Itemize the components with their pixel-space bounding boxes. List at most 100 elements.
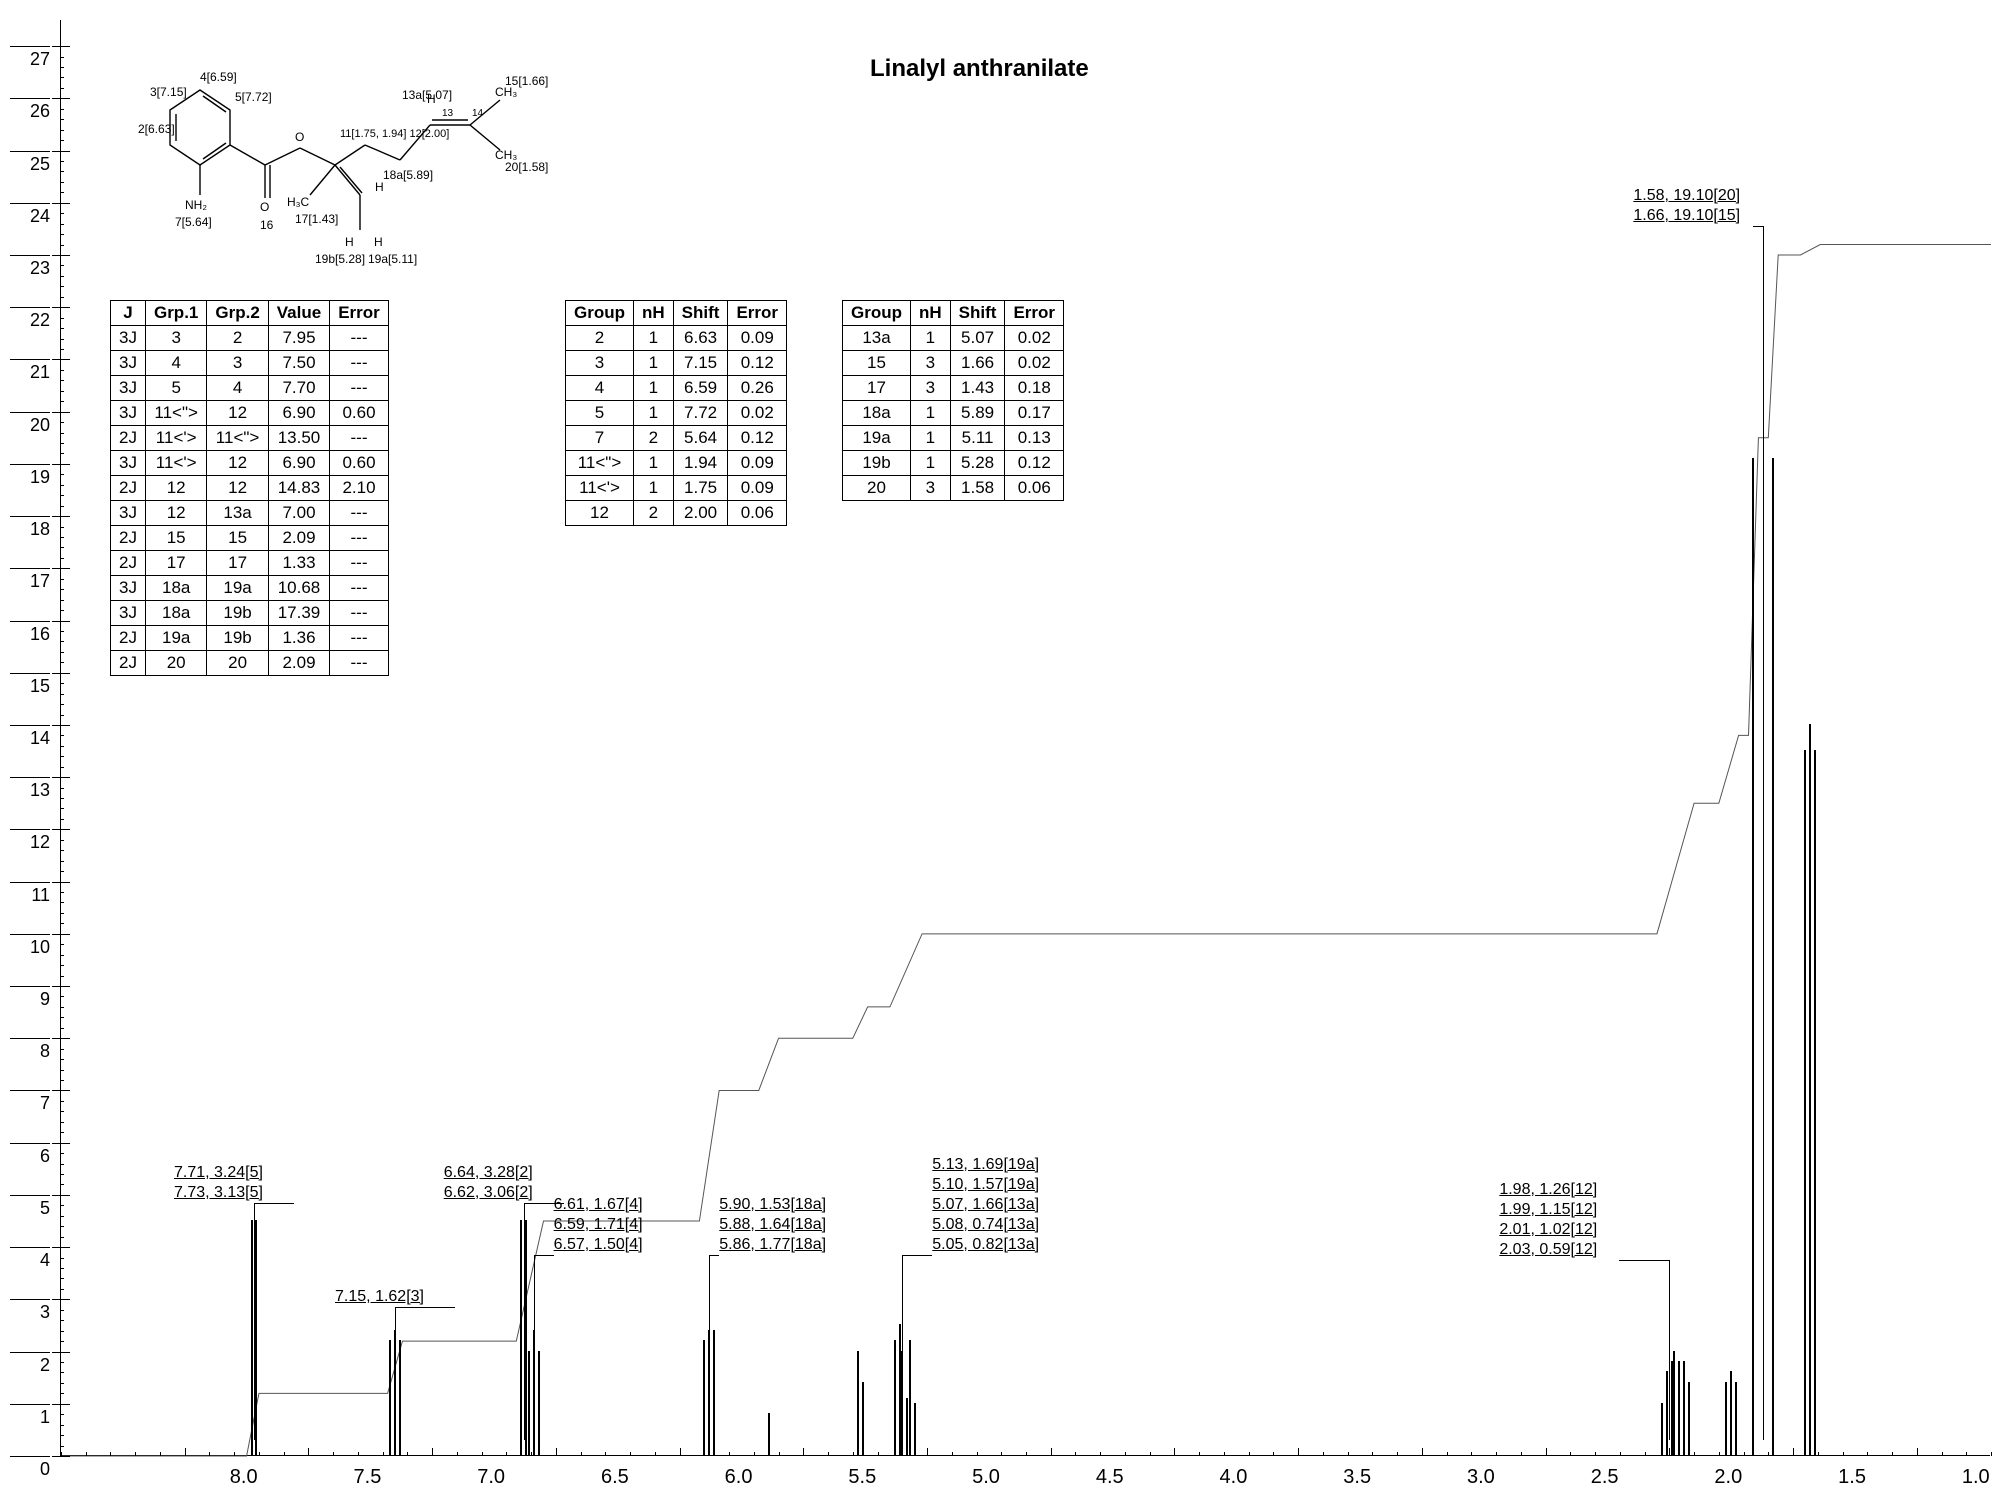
- table-row: 3J18a19b17.39---: [111, 601, 389, 626]
- peak: [1725, 1382, 1727, 1455]
- x-tick: 5.5: [848, 1466, 876, 1489]
- col-header: Error: [1005, 301, 1064, 326]
- peak: [1666, 1371, 1668, 1455]
- col-header: nH: [911, 301, 951, 326]
- y-tick: 22: [10, 307, 50, 331]
- table-row: 19a15.110.13: [843, 426, 1064, 451]
- peak: [1752, 458, 1754, 1455]
- col-header: Grp.1: [145, 301, 206, 326]
- y-tick: 19: [10, 464, 50, 488]
- y-tick: 17: [10, 568, 50, 592]
- y-tick: 3: [10, 1299, 50, 1323]
- col-header: nH: [634, 301, 674, 326]
- table-row: 2J19a19b1.36---: [111, 626, 389, 651]
- peak: [914, 1403, 916, 1455]
- table-row: 2J17171.33---: [111, 551, 389, 576]
- table-row: 18a15.890.17: [843, 401, 1064, 426]
- col-header: J: [111, 301, 146, 326]
- peak: [1678, 1361, 1680, 1455]
- x-tick: 6.0: [725, 1466, 753, 1489]
- y-tick: 10: [10, 934, 50, 958]
- x-tick: 3.0: [1467, 1466, 1495, 1489]
- y-tick: 13: [10, 777, 50, 801]
- x-tick: 6.5: [601, 1466, 629, 1489]
- y-tick: 14: [10, 725, 50, 749]
- y-tick: 6: [10, 1143, 50, 1167]
- table-row: 2J20202.09---: [111, 651, 389, 676]
- col-header: Error: [330, 301, 389, 326]
- col-header: Grp.2: [207, 301, 268, 326]
- shifts-table-2: GroupnHShiftError13a15.070.021531.660.02…: [842, 300, 1064, 501]
- peak: [251, 1220, 253, 1455]
- x-tick: 7.5: [354, 1466, 382, 1489]
- peak: [909, 1340, 911, 1455]
- table-row: 3J327.95---: [111, 326, 389, 351]
- table-row: 1731.430.18: [843, 376, 1064, 401]
- table-row: 11<">11.940.09: [566, 451, 787, 476]
- y-tick: 15: [10, 673, 50, 697]
- y-tick: 0: [10, 1456, 50, 1480]
- y-tick: 23: [10, 255, 50, 279]
- table-row: 416.590.26: [566, 376, 787, 401]
- peak: [1804, 750, 1806, 1455]
- peak: [1809, 724, 1811, 1455]
- x-tick: 2.0: [1714, 1466, 1742, 1489]
- y-axis: 0123456789101112131415161718192021222324…: [0, 20, 60, 1420]
- y-tick: 9: [10, 986, 50, 1010]
- peak: [1683, 1361, 1685, 1455]
- y-tick: 5: [10, 1195, 50, 1219]
- table-row: 3J11<'>126.900.60: [111, 451, 389, 476]
- y-tick: 26: [10, 98, 50, 122]
- y-tick: 20: [10, 412, 50, 436]
- table-row: 517.720.02: [566, 401, 787, 426]
- y-tick: 25: [10, 151, 50, 175]
- peak: [1688, 1382, 1690, 1455]
- table-row: 3J18a19a10.68---: [111, 576, 389, 601]
- x-tick: 4.5: [1096, 1466, 1124, 1489]
- peak: [1661, 1403, 1663, 1455]
- x-tick: 5.0: [972, 1466, 1000, 1489]
- table-row: 317.150.12: [566, 351, 787, 376]
- table-row: 1531.660.02: [843, 351, 1064, 376]
- table-row: 2031.580.06: [843, 476, 1064, 501]
- x-tick: 1.5: [1838, 1466, 1866, 1489]
- table-row: 216.630.09: [566, 326, 787, 351]
- x-tick: 3.5: [1343, 1466, 1371, 1489]
- table-row: 3J547.70---: [111, 376, 389, 401]
- y-tick: 12: [10, 829, 50, 853]
- y-tick: 4: [10, 1247, 50, 1271]
- peak: [1730, 1371, 1732, 1455]
- y-tick: 18: [10, 516, 50, 540]
- y-tick: 2: [10, 1352, 50, 1376]
- molecular-structure: NH₂ O O H₃C CH₃ CH₃ H H H H 2[6.63] 3[7.…: [100, 30, 570, 280]
- peak: [768, 1413, 770, 1455]
- table-row: 3J1213a7.00---: [111, 501, 389, 526]
- table-row: 19b15.280.12: [843, 451, 1064, 476]
- x-tick: 8.0: [230, 1466, 258, 1489]
- x-tick: 1.0: [1962, 1466, 1990, 1489]
- y-tick: 21: [10, 359, 50, 383]
- peak: [1673, 1351, 1675, 1455]
- y-tick: 27: [10, 46, 50, 70]
- y-tick: 11: [10, 882, 50, 906]
- table-row: 2J11<'>11<">13.50---: [111, 426, 389, 451]
- peak: [894, 1340, 896, 1455]
- table-row: 11<'>11.750.09: [566, 476, 787, 501]
- peak: [255, 1220, 257, 1455]
- y-tick: 16: [10, 621, 50, 645]
- peak: [1772, 458, 1774, 1455]
- coupling-table: JGrp.1Grp.2ValueError3J327.95---3J437.50…: [110, 300, 389, 676]
- col-header: Error: [728, 301, 787, 326]
- col-header: Shift: [950, 301, 1005, 326]
- x-axis: 8.07.57.06.56.05.55.04.54.03.53.02.52.01…: [60, 1456, 1990, 1496]
- peak: [1735, 1382, 1737, 1455]
- table-row: 3J11<">126.900.60: [111, 401, 389, 426]
- peak: [857, 1351, 859, 1455]
- peak: [389, 1340, 391, 1455]
- col-header: Shift: [673, 301, 728, 326]
- x-tick: 4.0: [1220, 1466, 1248, 1489]
- y-tick: 8: [10, 1038, 50, 1062]
- table-row: 3J437.50---: [111, 351, 389, 376]
- col-header: Group: [843, 301, 911, 326]
- peak: [538, 1351, 540, 1455]
